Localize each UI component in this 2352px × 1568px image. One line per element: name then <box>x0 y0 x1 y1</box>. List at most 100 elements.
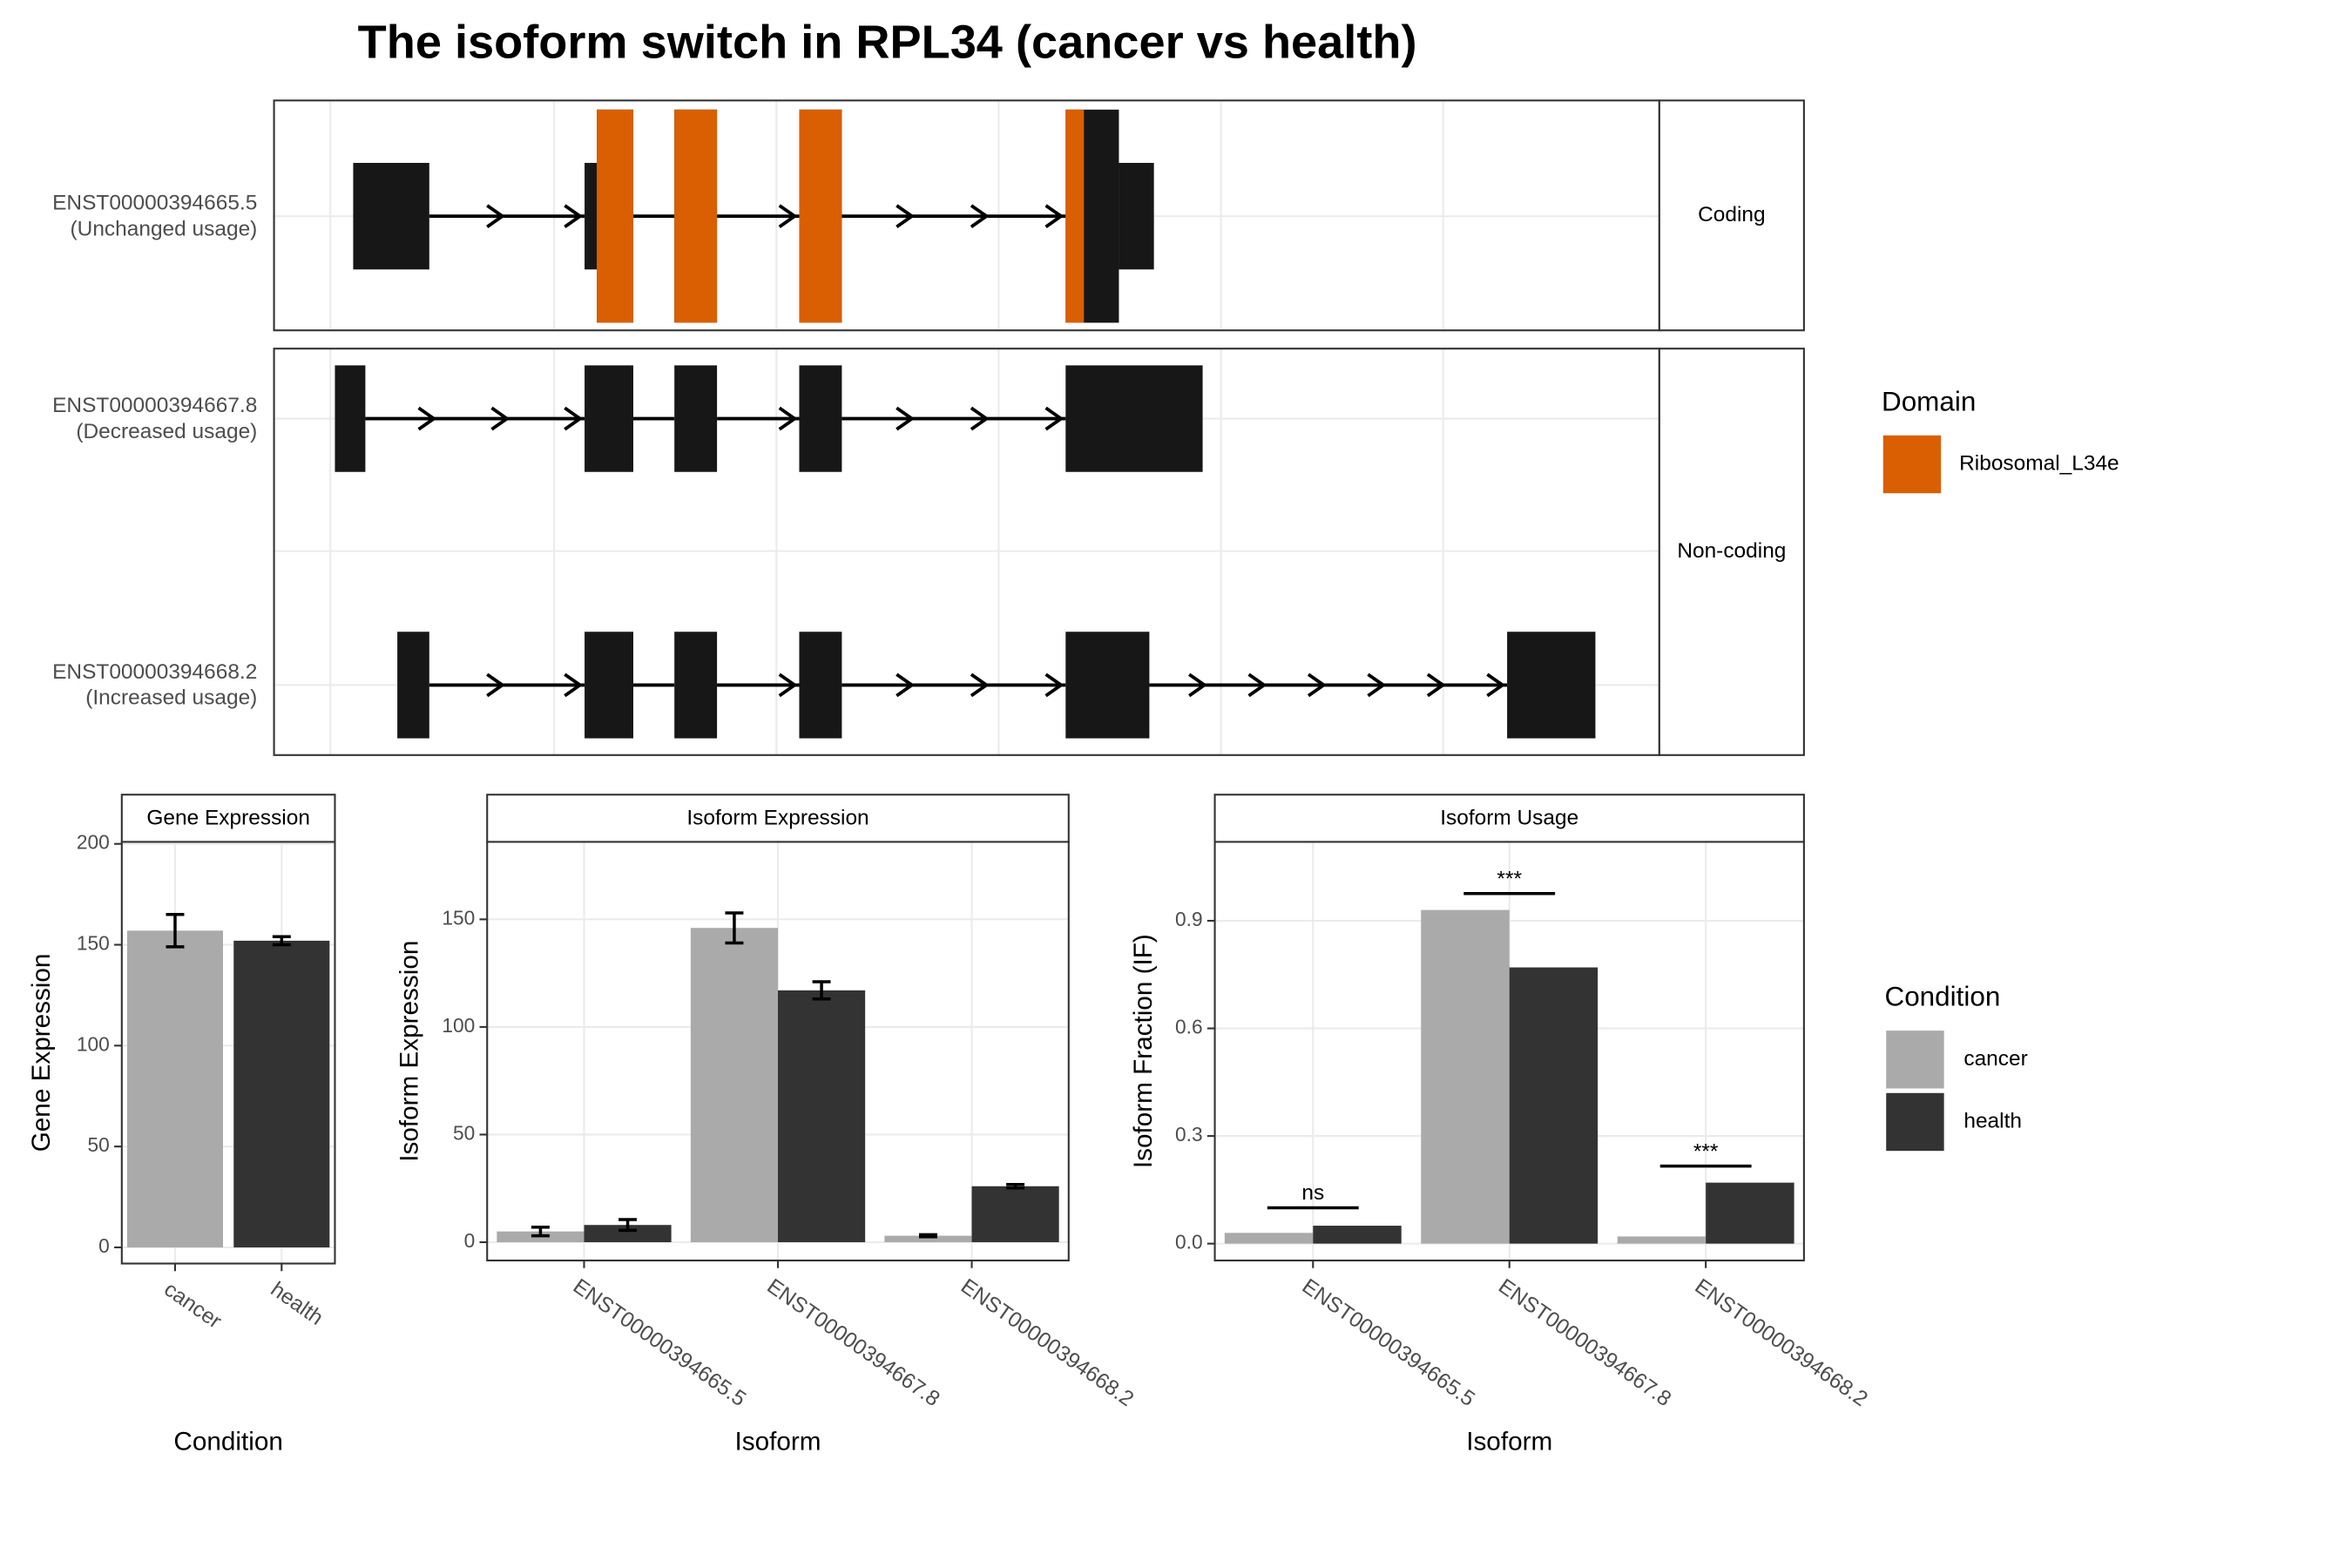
intron-arrow <box>896 406 916 431</box>
exon <box>335 365 366 472</box>
significance-label: *** <box>1497 867 1522 890</box>
error-bar <box>1006 1183 1025 1190</box>
exon <box>1119 162 1154 270</box>
facet-strip <box>486 794 1070 843</box>
y-tick-label: 0.3 <box>1175 1123 1203 1146</box>
y-tick-label: 0.0 <box>1175 1231 1203 1254</box>
intron-arrow <box>564 672 584 698</box>
bar <box>1706 1182 1794 1244</box>
bar <box>584 1225 672 1242</box>
y-tick-label: 150 <box>77 932 110 955</box>
intron-arrow <box>896 672 916 698</box>
error-bar <box>812 980 831 1001</box>
transcript-usage: (Increased usage) <box>85 686 257 710</box>
intron-arrow <box>1486 672 1506 698</box>
intron-arrow <box>896 204 916 228</box>
exon <box>1065 365 1203 472</box>
y-axis-title: Isoform Expression <box>395 941 424 1162</box>
exon <box>674 632 718 739</box>
domain <box>597 109 633 323</box>
bar <box>1313 1226 1402 1244</box>
y-tick-label: 50 <box>88 1133 110 1156</box>
bar <box>778 990 866 1242</box>
exon <box>674 365 718 472</box>
transcript-usage: (Decreased usage) <box>76 420 257 443</box>
significance-label: *** <box>1693 1139 1719 1163</box>
domain <box>1065 109 1085 323</box>
y-tick-label: 0.6 <box>1175 1016 1203 1038</box>
y-tick-label: 200 <box>77 831 110 854</box>
legend-swatch <box>1886 1092 1944 1152</box>
y-tick-label: 0.9 <box>1175 908 1203 930</box>
intron-arrow <box>1044 406 1064 431</box>
y-tick-label: 0 <box>98 1234 110 1257</box>
facet-label: Isoform Expression <box>686 807 868 830</box>
bar <box>233 940 330 1247</box>
intron-arrow <box>970 406 990 431</box>
facet-strip <box>1213 794 1805 843</box>
y-axis-title: Isoform Fraction (IF) <box>1129 934 1158 1168</box>
structure-grid <box>274 100 1659 755</box>
exon <box>799 632 842 739</box>
exon <box>1065 632 1150 739</box>
domain <box>674 109 718 323</box>
significance-label: ns <box>1301 1181 1324 1205</box>
facet-strip <box>1658 348 1805 756</box>
legend-title: Domain <box>1882 386 1976 416</box>
bar <box>1509 967 1598 1244</box>
bar <box>126 930 224 1247</box>
intron-arrow <box>486 204 506 228</box>
x-tick-label: ENST00000394667.8 <box>762 1274 943 1411</box>
error-bar <box>725 911 744 945</box>
y-tick-label: 0 <box>464 1229 476 1252</box>
x-tick-label: ENST00000394668.2 <box>1691 1274 1872 1411</box>
x-tick-label: ENST00000394665.5 <box>1298 1274 1479 1411</box>
y-tick-label: 150 <box>442 906 475 929</box>
intron-arrow <box>490 406 510 431</box>
intron-arrow <box>417 406 437 431</box>
intron-arrow <box>486 672 506 698</box>
intron-arrow <box>564 204 584 228</box>
exon <box>1507 632 1596 739</box>
error-bar <box>618 1218 638 1233</box>
legend-swatch <box>1882 435 1942 494</box>
intron-arrow <box>1426 672 1446 698</box>
x-axis-title: Isoform <box>735 1428 821 1456</box>
exon <box>397 632 429 739</box>
y-tick-label: 100 <box>77 1032 110 1055</box>
intron-arrow <box>778 406 798 431</box>
exon <box>799 365 842 472</box>
legend-label: health <box>1963 1109 2022 1132</box>
facet-label: Isoform Usage <box>1440 807 1578 830</box>
facet-label: Coding <box>1698 203 1765 226</box>
intron-arrow <box>1044 672 1064 698</box>
bar <box>1224 1233 1314 1244</box>
exon <box>585 365 633 472</box>
intron-arrow <box>1188 672 1207 698</box>
legend-title: Condition <box>1884 982 2000 1012</box>
domain <box>799 109 842 323</box>
x-axis-title: Isoform <box>1466 1428 1552 1456</box>
exon <box>585 632 633 739</box>
y-tick-label: 50 <box>453 1121 475 1144</box>
error-bar <box>166 913 185 949</box>
bar <box>884 1235 972 1242</box>
bar <box>1421 909 1510 1244</box>
x-tick-label: ENST00000394668.2 <box>956 1274 1138 1411</box>
transcript-name: ENST00000394667.8 <box>52 394 257 417</box>
transcript-usage: (Unchanged usage) <box>71 217 258 240</box>
x-tick-label: cancer <box>159 1278 226 1334</box>
facet-label: Gene Expression <box>146 807 310 830</box>
x-tick-label: ENST00000394667.8 <box>1494 1274 1675 1411</box>
error-bar <box>531 1225 550 1238</box>
x-axis-title: Condition <box>173 1428 282 1456</box>
chart-title: The isoform switch in RPL34 (cancer vs h… <box>358 17 1417 69</box>
error-bar <box>272 935 291 947</box>
intron-arrow <box>1044 204 1064 228</box>
intron-arrow <box>1307 672 1327 698</box>
facet-label: Non-coding <box>1677 539 1786 563</box>
x-tick-label: health <box>267 1278 328 1330</box>
intron-arrow <box>778 672 798 698</box>
legend-label: cancer <box>1963 1047 2027 1071</box>
y-tick-label: 100 <box>442 1014 475 1037</box>
